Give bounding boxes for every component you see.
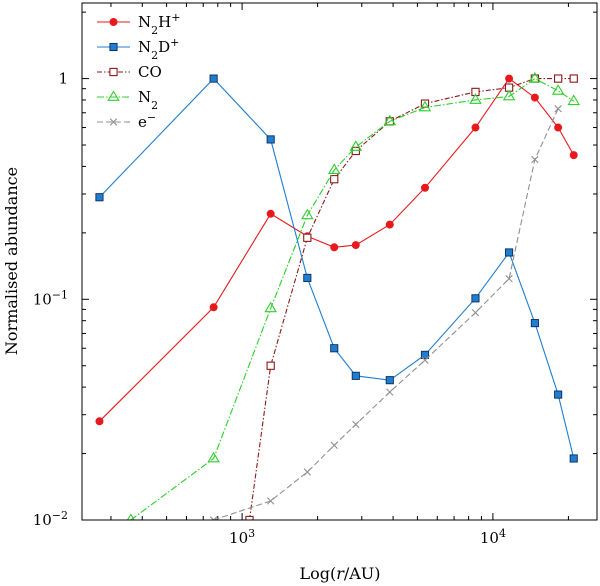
data-point (351, 371, 360, 380)
data-point (266, 497, 275, 505)
y-tick-label: 10−1 (33, 288, 68, 309)
data-point (95, 193, 104, 202)
series-line (213, 108, 559, 520)
y-axis-title: Normalised abundance (2, 167, 21, 355)
data-point (209, 303, 218, 312)
legend-label: N2H+ (138, 11, 180, 37)
legend-marker (109, 17, 118, 26)
data-point (469, 93, 482, 104)
data-point (327, 163, 341, 174)
data-point (385, 220, 394, 229)
data-point (418, 100, 432, 112)
data-point (301, 208, 314, 220)
data-point (554, 105, 562, 113)
legend-entry: N2 (97, 88, 158, 112)
legend-entry: e− (97, 111, 156, 132)
data-point (303, 468, 312, 476)
data-point (569, 74, 578, 83)
data-point (553, 74, 563, 83)
data-point (351, 146, 360, 156)
series-co (245, 74, 578, 520)
data-point (420, 350, 430, 359)
data-point (471, 123, 480, 132)
data-point (528, 71, 542, 83)
data-point (530, 74, 540, 83)
legend-entry: CO (97, 63, 162, 81)
x-axis-title: Log(r/AU) (299, 564, 380, 583)
data-point (330, 441, 338, 449)
data-point (471, 294, 480, 303)
data-point (569, 454, 578, 463)
series-e- (209, 105, 562, 520)
legend-marker (107, 90, 120, 101)
data-point (385, 376, 394, 385)
data-point (551, 84, 565, 95)
x-tick-label: 103 (229, 527, 255, 548)
data-point (352, 420, 360, 429)
series-line (99, 77, 575, 459)
tick-label-layer: 103 104 10−2 10−1 1 (33, 70, 506, 547)
legend-marker (109, 67, 118, 77)
data-point (531, 155, 539, 164)
data-point (530, 319, 539, 328)
data-point (471, 87, 480, 97)
data-point (266, 361, 275, 370)
data-point (303, 233, 312, 242)
data-point (207, 451, 220, 463)
legend-entry: N2D+ (97, 36, 179, 62)
data-point (351, 241, 360, 250)
series-layer (95, 71, 581, 520)
data-point (554, 123, 563, 132)
series-line (130, 77, 575, 520)
legend-entry: N2H+ (97, 11, 180, 37)
data-point (303, 273, 312, 282)
legend-label: CO (138, 63, 162, 81)
data-point (386, 388, 394, 396)
series-n2d- (95, 74, 578, 463)
series-n2 (126, 71, 581, 520)
data-point (245, 515, 254, 520)
data-point (554, 390, 563, 399)
data-point (266, 135, 275, 144)
data-point (209, 516, 218, 520)
data-point (330, 175, 339, 184)
data-point (264, 301, 277, 313)
data-point (420, 183, 429, 192)
data-point (505, 248, 514, 257)
data-point (330, 243, 339, 252)
legend-marker (109, 42, 118, 52)
data-point (505, 74, 514, 83)
data-point (421, 356, 429, 364)
data-point (569, 151, 578, 160)
legend-marker (109, 118, 118, 126)
data-point (505, 274, 513, 283)
data-point (330, 344, 339, 353)
data-point (471, 308, 480, 317)
data-point (209, 74, 218, 83)
legend-label: N2D+ (138, 36, 179, 62)
data-point (502, 89, 516, 101)
data-point (349, 140, 363, 151)
legend: N2H+N2D+CO N2e− (97, 11, 180, 132)
series-line (248, 78, 574, 520)
data-point (567, 94, 581, 106)
y-tick-label: 10−2 (33, 509, 68, 530)
data-point (266, 209, 275, 218)
plot-frame (81, 2, 598, 521)
data-point (530, 93, 539, 102)
legend-label: e− (138, 111, 156, 132)
data-point (126, 513, 135, 520)
y-tick-label: 1 (58, 70, 68, 88)
data-point (95, 417, 104, 426)
data-point (383, 114, 397, 126)
legend-label: N2 (138, 88, 158, 112)
x-tick-label: 104 (480, 527, 506, 548)
